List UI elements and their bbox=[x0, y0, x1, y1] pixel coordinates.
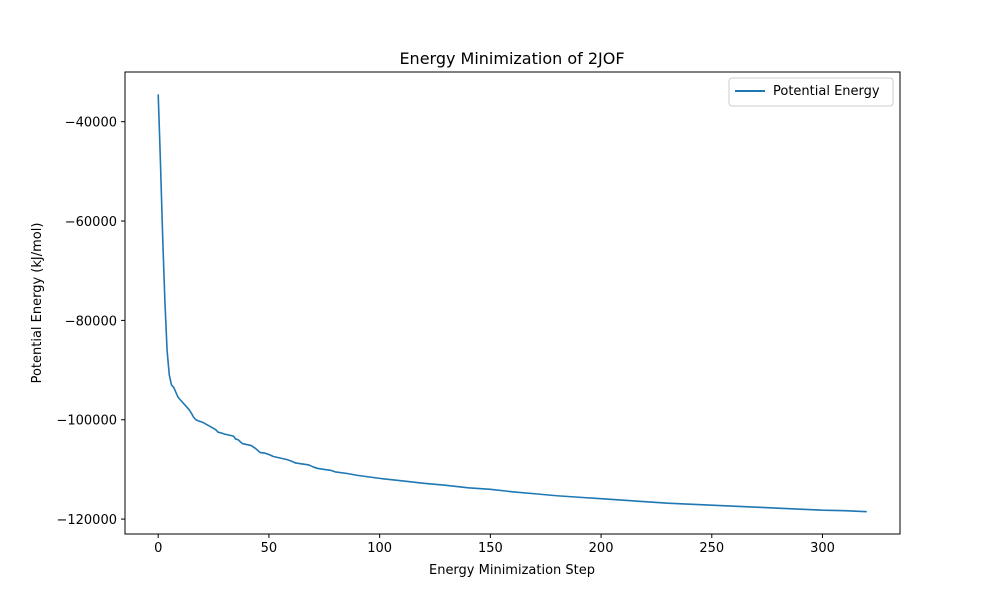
legend: Potential Energy bbox=[728, 77, 894, 107]
x-tick-label: 0 bbox=[154, 541, 162, 556]
series-layer bbox=[157, 94, 867, 513]
y-tick-label: −40000 bbox=[65, 116, 117, 131]
x-tick-label: 150 bbox=[478, 541, 503, 556]
x-tick-label: 100 bbox=[367, 541, 392, 556]
series-line-0 bbox=[157, 94, 867, 513]
plot-frame bbox=[124, 71, 901, 535]
y-tick-label: −120000 bbox=[56, 513, 117, 528]
legend-label: Potential Energy bbox=[773, 84, 880, 99]
legend-box bbox=[728, 77, 894, 107]
x-axis-label: Energy Minimization Step bbox=[429, 563, 595, 578]
chart-title: Energy Minimization of 2JOF bbox=[399, 49, 624, 68]
x-tick-label: 300 bbox=[810, 541, 835, 556]
plot-area bbox=[125, 72, 900, 534]
y-axis-label: Potential Energy (kJ/mol) bbox=[30, 223, 45, 384]
y-tick-label: −60000 bbox=[65, 215, 117, 230]
y-tick-label: −100000 bbox=[56, 414, 117, 429]
y-axis-ticks: −40000 −60000 −80000 −100000 −120000 bbox=[56, 116, 125, 528]
x-tick-label: 50 bbox=[261, 541, 278, 556]
y-tick-label: −80000 bbox=[65, 314, 117, 329]
x-tick-label: 200 bbox=[589, 541, 614, 556]
x-tick-label: 250 bbox=[699, 541, 724, 556]
x-axis-ticks: 0 50 100 150 200 250 300 bbox=[154, 534, 835, 556]
